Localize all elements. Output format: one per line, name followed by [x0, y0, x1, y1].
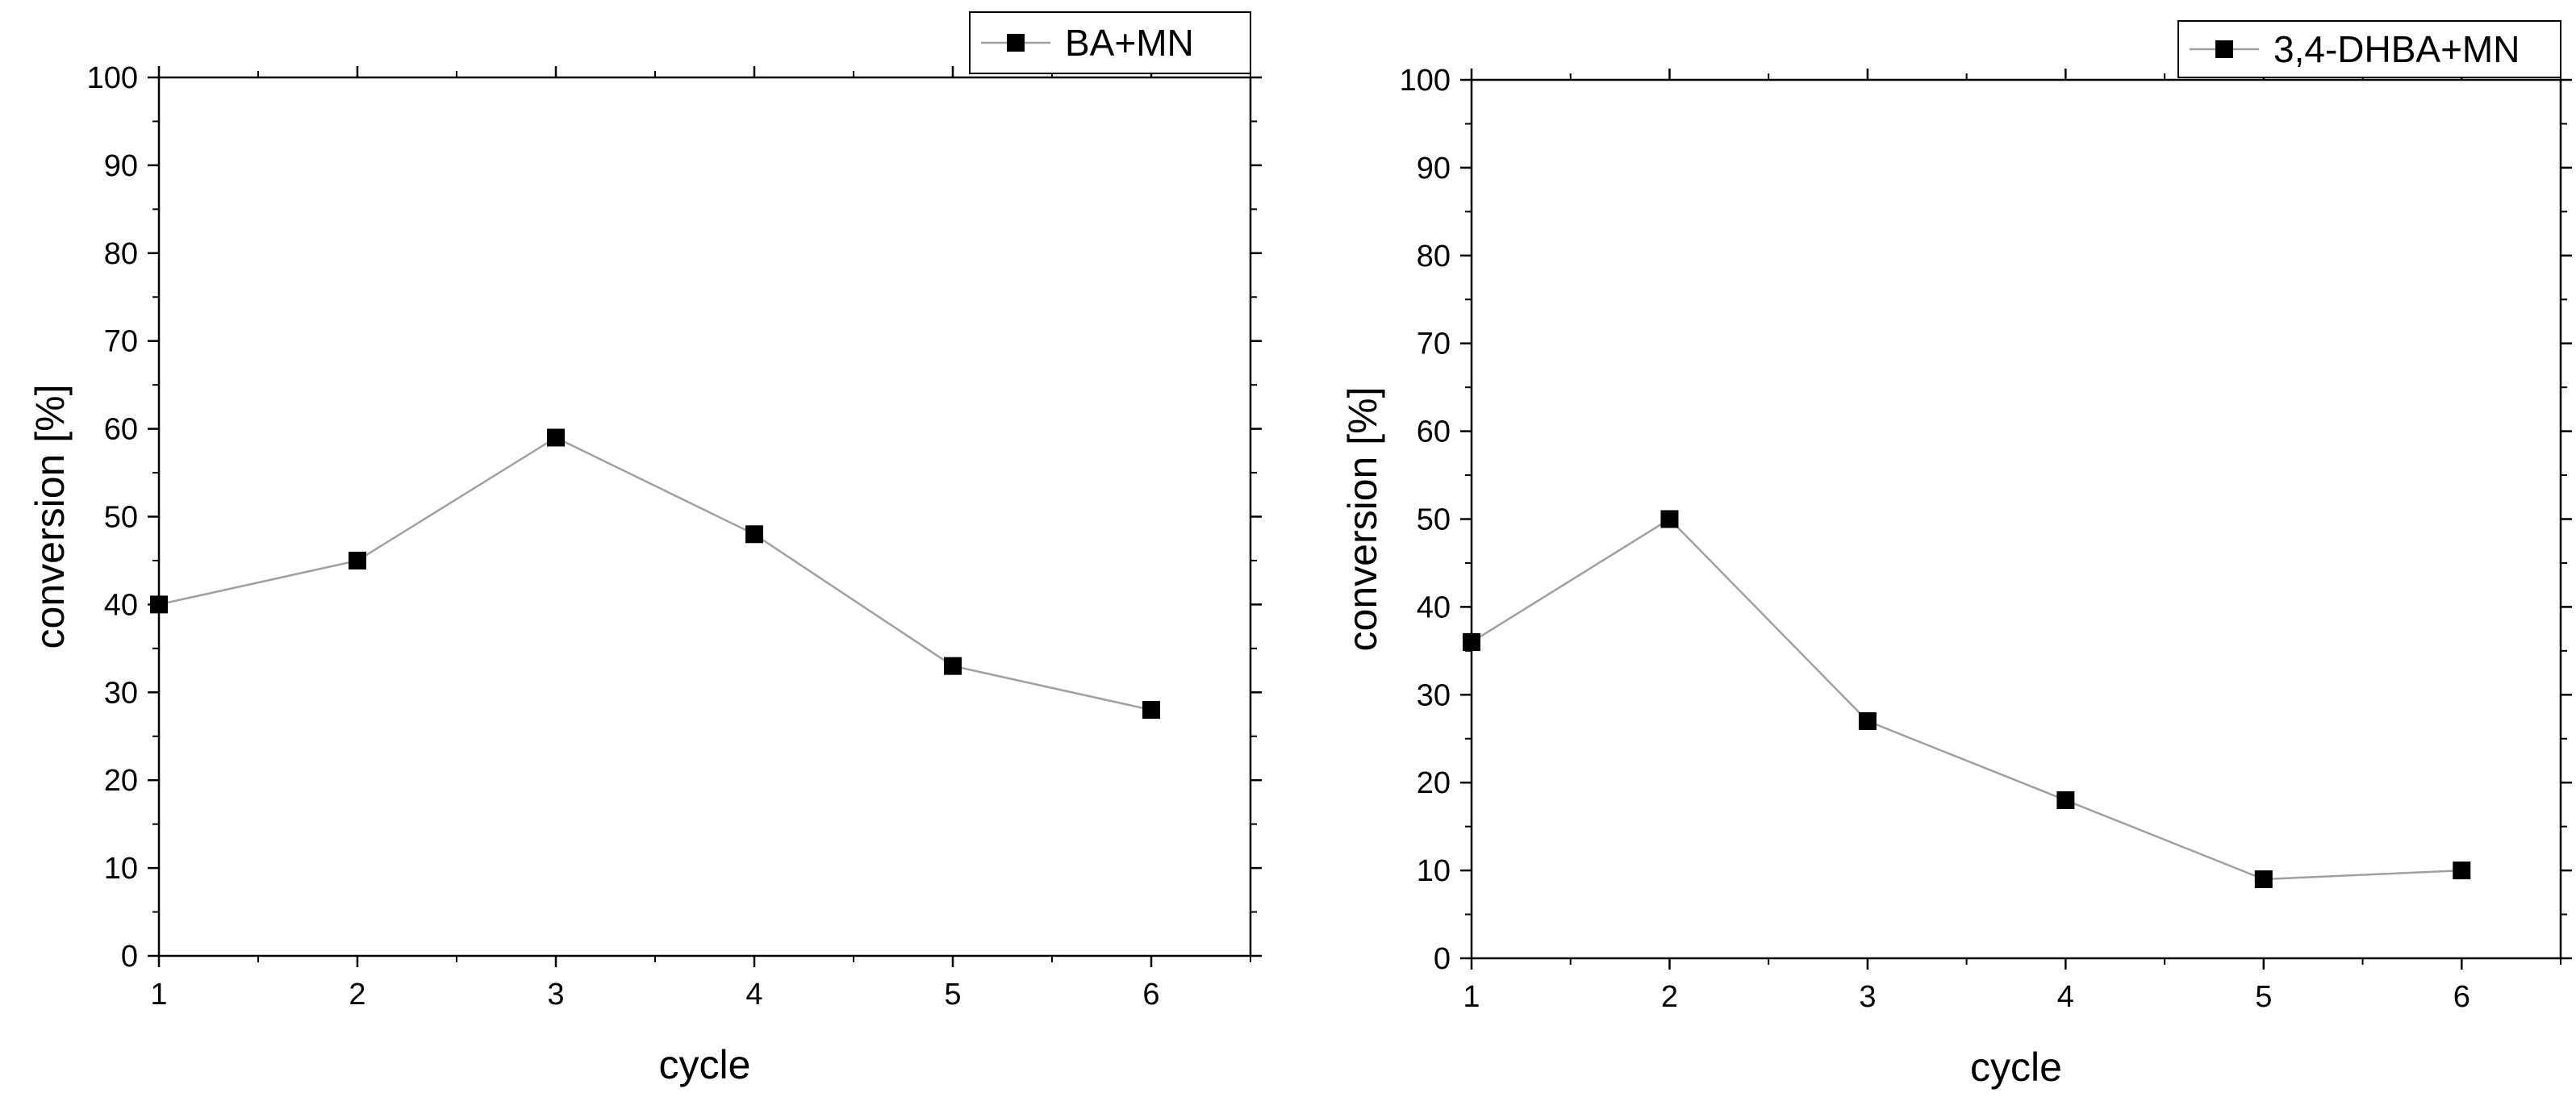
y-tick-label: 90 — [1417, 152, 1451, 186]
y-tick-label: 80 — [1417, 240, 1451, 273]
y-tick-label: 40 — [1417, 590, 1451, 624]
y-tick-label: 30 — [1417, 678, 1451, 712]
y-tick-label: 70 — [104, 325, 138, 359]
plot-frame — [1470, 78, 2562, 960]
series-line — [158, 436, 1152, 711]
x-tick-label: 1 — [1463, 980, 1480, 1014]
y-tick-label: 50 — [104, 501, 138, 535]
y-tick-label: 20 — [1417, 766, 1451, 800]
y-tick-label: 20 — [104, 764, 138, 798]
y-tick-label: 80 — [104, 237, 138, 271]
x-tick-label: 2 — [349, 978, 365, 1012]
data-point — [349, 551, 366, 569]
data-point — [2453, 861, 2471, 880]
legend-marker — [1007, 34, 1025, 52]
data-point — [547, 428, 565, 447]
y-tick-label: 0 — [121, 940, 138, 974]
y-tick-label: 60 — [1417, 415, 1451, 449]
data-point — [1858, 711, 1877, 730]
y-tick-label: 40 — [104, 588, 138, 622]
x-tick-label: 3 — [1859, 980, 1876, 1014]
data-point — [1142, 701, 1160, 720]
data-point — [2056, 791, 2075, 809]
x-tick-label: 6 — [2453, 980, 2470, 1014]
x-tick-label: 3 — [547, 978, 564, 1012]
x-tick-label: 5 — [944, 978, 961, 1012]
y-tick-label: 10 — [1417, 854, 1451, 888]
y-tick-label: 70 — [1417, 327, 1451, 361]
x-tick-label: 4 — [2057, 980, 2074, 1014]
y-axis-label: conversion [%] — [1340, 387, 1385, 652]
y-tick-label: 100 — [87, 61, 138, 95]
data-point — [1463, 632, 1480, 651]
chart-panel-1: 0 10 20 30 40 50 60 70 80 90 100 1 2 3 4 5 6 cycle convers… — [27, 11, 1262, 1087]
series-line — [1471, 517, 2462, 881]
y-tick-label: 30 — [104, 676, 138, 710]
plot-frame — [157, 76, 1252, 957]
x-tick-label: 1 — [150, 978, 167, 1012]
x-tick-label: 4 — [745, 978, 762, 1012]
y-tick-label: 10 — [104, 852, 138, 886]
data-point — [2254, 870, 2273, 888]
legend: BA+MN — [969, 11, 1251, 74]
data-point — [745, 525, 763, 544]
y-tick-label: 60 — [104, 413, 138, 447]
y-tick-label: 50 — [1417, 503, 1451, 537]
y-axis-label: conversion [%] — [27, 385, 73, 649]
legend-label: 3,4-DHBA+MN — [2273, 28, 2520, 70]
x-tick-label: 2 — [1661, 980, 1678, 1014]
y-tick-label: 90 — [104, 149, 138, 183]
chart-panel-2: 0 10 20 30 40 50 60 70 80 90 100 1 2 3 4 5 6 cycle convers… — [1340, 20, 2572, 1090]
legend-marker — [2215, 40, 2233, 58]
data-point — [944, 657, 962, 675]
legend-label: BA+MN — [1065, 22, 1194, 64]
data-point — [150, 595, 168, 614]
y-tick-label: 100 — [1400, 64, 1451, 98]
data-point — [1660, 510, 1679, 528]
y-tick-label: 0 — [1434, 942, 1451, 976]
legend: 3,4-DHBA+MN — [2177, 20, 2561, 78]
x-axis-label: cycle — [659, 1042, 751, 1087]
x-tick-label: 6 — [1142, 978, 1159, 1012]
x-tick-label: 5 — [2255, 980, 2272, 1014]
x-axis-label: cycle — [1970, 1045, 2062, 1090]
